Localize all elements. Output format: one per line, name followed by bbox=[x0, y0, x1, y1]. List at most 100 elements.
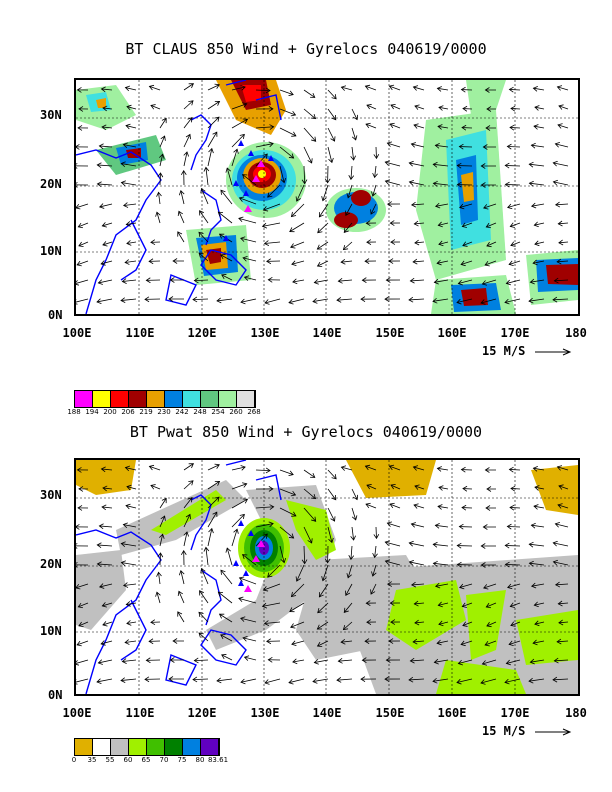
wind-vector-head bbox=[552, 540, 558, 547]
wind-vector-head bbox=[267, 656, 273, 663]
wind-vector bbox=[292, 279, 305, 283]
wind-vector-head bbox=[340, 638, 346, 645]
wind-vector bbox=[317, 260, 329, 267]
wind-vector-head bbox=[352, 114, 359, 121]
wind-vector-head bbox=[101, 602, 107, 608]
top-lat-label-30n: 30N bbox=[40, 108, 62, 122]
wind-vector bbox=[267, 184, 281, 198]
wind-vector bbox=[484, 260, 497, 266]
wind-vector-head bbox=[289, 227, 295, 233]
wind-vector-head bbox=[203, 166, 210, 172]
bottom-lon-label-140e: 140E bbox=[312, 706, 342, 720]
wind-vector-head bbox=[413, 123, 419, 129]
wind-vector-head bbox=[148, 638, 154, 645]
wind-vector-head bbox=[120, 677, 126, 683]
wind-vector-head bbox=[413, 220, 419, 227]
wind-vector-head bbox=[510, 485, 516, 492]
wind-vector bbox=[327, 469, 337, 480]
wind-vector bbox=[327, 89, 337, 100]
wind-vector-head bbox=[76, 562, 78, 568]
wind-vector bbox=[120, 678, 137, 681]
wind-vector bbox=[177, 611, 185, 623]
legend-tick-label: 0 bbox=[71, 756, 77, 764]
wind-vector-head bbox=[558, 619, 564, 626]
cloud-shading bbox=[76, 80, 578, 314]
wind-vector bbox=[437, 640, 449, 644]
wind-vector bbox=[238, 217, 257, 224]
wind-vector-head bbox=[365, 502, 371, 509]
wind-vector bbox=[345, 583, 353, 596]
wind-vector bbox=[231, 483, 247, 490]
wind-vector bbox=[102, 621, 113, 626]
wind-vector bbox=[486, 602, 497, 608]
wind-vector bbox=[366, 484, 377, 490]
wind-vector bbox=[483, 203, 497, 209]
wind-vector bbox=[279, 526, 294, 539]
wind-vector bbox=[508, 640, 521, 645]
wind-vector-head bbox=[262, 586, 269, 592]
wind-vector bbox=[510, 241, 521, 246]
wind-vector-head bbox=[157, 172, 164, 178]
wind-vector bbox=[555, 203, 569, 206]
wind-vector-head bbox=[99, 203, 105, 209]
wind-vector-head bbox=[533, 124, 539, 130]
wind-vector bbox=[198, 252, 209, 262]
wind-vector-head bbox=[485, 602, 492, 609]
legend-tick-label: 248 bbox=[193, 408, 207, 416]
wind-vector bbox=[207, 84, 220, 91]
wind-vector-head bbox=[262, 533, 268, 539]
wind-vector bbox=[102, 107, 113, 110]
wind-vector-head bbox=[180, 550, 187, 556]
wind-vector bbox=[76, 279, 89, 284]
legend-tick-label: 70 bbox=[159, 756, 169, 764]
wind-vector bbox=[97, 164, 113, 167]
top-grid bbox=[76, 80, 578, 314]
wind-vector bbox=[433, 543, 449, 547]
wind-vector-head bbox=[410, 581, 417, 588]
top-lat-label-20n: 20N bbox=[40, 177, 62, 191]
wind-vector-head bbox=[480, 543, 486, 549]
wind-vector-head bbox=[528, 297, 534, 304]
wind-vector bbox=[557, 466, 569, 471]
wind-vector bbox=[534, 106, 545, 110]
wind-vector bbox=[317, 640, 329, 647]
wind-vector-head bbox=[331, 114, 337, 121]
wind-vector bbox=[530, 659, 545, 663]
wind-vector-head bbox=[482, 524, 488, 530]
wind-vector-head bbox=[261, 222, 268, 229]
wind-vector-head bbox=[388, 464, 395, 471]
top-gyre-markers bbox=[223, 140, 274, 241]
wind-vector bbox=[408, 298, 425, 301]
wind-vector bbox=[76, 203, 89, 209]
wind-vector-head bbox=[388, 258, 394, 264]
wind-vector-head bbox=[508, 260, 514, 267]
wind-vector-head bbox=[532, 466, 538, 472]
wind-vector-head bbox=[198, 252, 204, 258]
wind-vector-head bbox=[218, 233, 225, 239]
wind-vector bbox=[97, 183, 113, 186]
wind-vector-head bbox=[504, 678, 510, 685]
wind-vector bbox=[462, 241, 473, 246]
wind-vector-head bbox=[556, 85, 563, 91]
wind-vector-head bbox=[102, 485, 108, 492]
wind-vector bbox=[365, 465, 377, 471]
wind-vector-head bbox=[533, 601, 539, 608]
wind-vector bbox=[156, 592, 161, 604]
wind-vector bbox=[198, 611, 209, 623]
wind-vector-head bbox=[99, 583, 105, 589]
wind-vector-head bbox=[485, 222, 492, 229]
wind-vector-head bbox=[504, 561, 510, 568]
wind-vector bbox=[480, 678, 497, 684]
legend-tick-label: 188 bbox=[67, 408, 81, 416]
wind-vector bbox=[372, 184, 377, 197]
wind-vector-head bbox=[100, 466, 106, 473]
wind-vector bbox=[557, 504, 569, 509]
wind-vector-head bbox=[267, 572, 273, 578]
wind-vector-head bbox=[239, 133, 245, 140]
wind-vector-head bbox=[239, 513, 245, 520]
wind-vector bbox=[264, 298, 281, 304]
wind-vector-head bbox=[528, 161, 534, 168]
wind-vector-head bbox=[408, 160, 414, 167]
wind-vector bbox=[102, 487, 113, 490]
wind-vector-head bbox=[432, 180, 438, 187]
